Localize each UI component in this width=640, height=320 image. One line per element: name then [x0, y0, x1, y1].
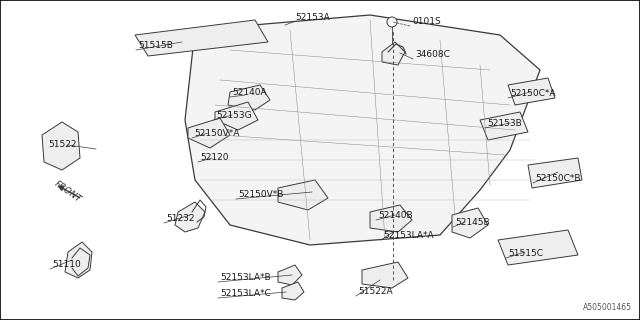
Text: 51515C: 51515C — [508, 249, 543, 258]
Polygon shape — [42, 122, 80, 170]
Polygon shape — [135, 20, 268, 56]
Polygon shape — [480, 112, 528, 140]
Polygon shape — [370, 205, 412, 232]
Polygon shape — [282, 282, 304, 300]
Text: 52153B: 52153B — [487, 119, 522, 128]
Text: 52120: 52120 — [200, 153, 228, 162]
Text: 51232: 51232 — [166, 214, 195, 223]
Polygon shape — [188, 118, 230, 148]
Text: 34608C: 34608C — [415, 50, 450, 59]
Polygon shape — [65, 242, 92, 278]
Polygon shape — [278, 265, 302, 285]
Text: 52150C*A: 52150C*A — [510, 89, 556, 98]
Text: 51522: 51522 — [48, 140, 77, 149]
Polygon shape — [508, 78, 555, 105]
Text: 52150V*A: 52150V*A — [194, 129, 239, 138]
Text: 52140A: 52140A — [232, 88, 267, 97]
Text: 51110: 51110 — [52, 260, 81, 269]
Polygon shape — [382, 42, 405, 65]
Polygon shape — [528, 158, 582, 188]
Text: 52153LA*A: 52153LA*A — [383, 231, 434, 240]
Polygon shape — [498, 230, 578, 265]
Text: 51522A: 51522A — [358, 287, 392, 296]
Polygon shape — [175, 202, 205, 232]
Polygon shape — [362, 262, 408, 288]
Polygon shape — [278, 180, 328, 210]
Text: 52150C*B: 52150C*B — [535, 174, 580, 183]
Circle shape — [387, 17, 397, 27]
Text: 51515B: 51515B — [138, 41, 173, 50]
Text: 52145B: 52145B — [455, 218, 490, 227]
Text: 52153A: 52153A — [295, 13, 330, 22]
Text: 52153G: 52153G — [216, 111, 252, 120]
Polygon shape — [452, 208, 488, 238]
Polygon shape — [185, 15, 540, 245]
Text: FRONT: FRONT — [53, 180, 83, 204]
Text: 52150V*B: 52150V*B — [238, 190, 284, 199]
Text: 52153LA*B: 52153LA*B — [220, 273, 271, 282]
Text: 0101S: 0101S — [412, 17, 441, 26]
Polygon shape — [215, 102, 258, 130]
Text: 52153LA*C: 52153LA*C — [220, 289, 271, 298]
Text: 52140B: 52140B — [378, 211, 413, 220]
Polygon shape — [228, 85, 270, 110]
Text: A505001465: A505001465 — [583, 303, 632, 312]
